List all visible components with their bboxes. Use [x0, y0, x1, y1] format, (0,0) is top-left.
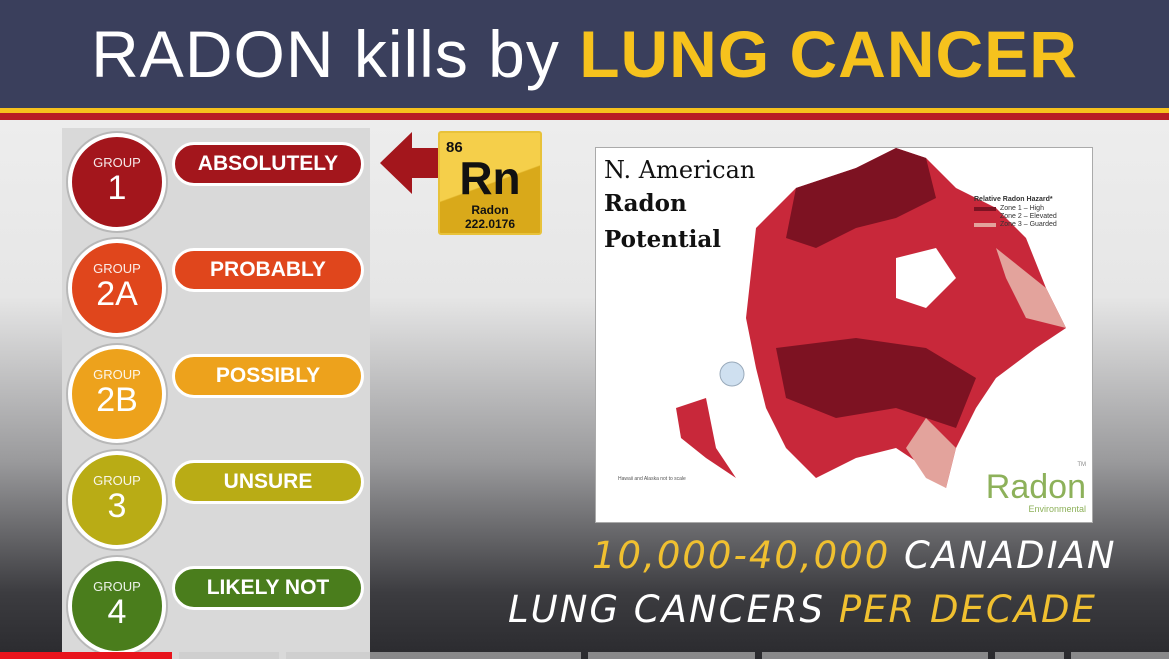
legend-label: Zone 2 – Elevated — [1000, 213, 1057, 220]
arrow-left-icon — [380, 132, 440, 194]
progress-segment[interactable] — [994, 652, 1064, 659]
caption-line2: LUNG CANCERS PER DECADE — [508, 588, 1097, 631]
group-label: GROUP — [93, 367, 141, 382]
map-legend: Relative Radon Hazard* Zone 1 – High Zone… — [974, 196, 1057, 229]
group-label: GROUP — [93, 261, 141, 276]
group-badge: GROUP 3 — [68, 451, 166, 549]
element-symbol: Rn — [459, 152, 521, 204]
iarc-groups-panel: GROUP 1 ABSOLUTELY GROUP 2A PROBABLY GROUP 2B PO… — [62, 128, 370, 659]
logo-tm: TM — [1077, 462, 1086, 468]
caption-range: 10,000-40,000 — [592, 534, 891, 577]
group-label: GROUP — [93, 155, 141, 170]
radon-element-tile: 86 Rn Radon 222.0176 — [438, 131, 542, 235]
legend-label: Zone 1 – High — [1000, 205, 1044, 212]
group-label: GROUP — [93, 473, 141, 488]
legend-item: Zone 3 – Guarded — [974, 221, 1057, 228]
caption-lung-cancers: LUNG CANCERS — [508, 588, 826, 631]
map-title-line2: Radon — [604, 190, 687, 217]
progress-segment[interactable] — [587, 652, 755, 659]
group-badge: GROUP 2B — [68, 345, 166, 443]
yellow-divider — [0, 108, 1169, 113]
page-title: RADON kills by LUNG CANCER — [0, 0, 1169, 108]
progress-segment[interactable] — [178, 652, 280, 659]
element-name: Radon — [471, 203, 509, 217]
legend-swatch — [974, 222, 996, 227]
group-category: LIKELY NOT — [172, 566, 364, 610]
group-category: PROBABLY — [172, 248, 364, 292]
north-america-map-image — [676, 148, 1066, 488]
atomic-mass: 222.0176 — [464, 217, 516, 231]
logo-sub: Environmental — [1028, 504, 1086, 514]
caption-per-decade: PER DECADE — [838, 588, 1097, 631]
map-title-line1: N. American — [604, 156, 756, 184]
map-note: Hawaii and Alaska not to scale — [618, 476, 686, 482]
caption-canadian: CANADIAN — [904, 534, 1117, 577]
title-banner: RADON kills by LUNG CANCER — [0, 0, 1169, 108]
title-white: RADON kills by — [91, 17, 560, 91]
group-category: UNSURE — [172, 460, 364, 504]
title-highlight: LUNG CANCER — [579, 17, 1078, 91]
logo-main: Radon — [985, 468, 1086, 506]
legend-label: Zone 3 – Guarded — [1000, 221, 1057, 228]
progress-segment[interactable] — [0, 652, 172, 659]
radon-environmental-logo: TM Radon Environmental — [985, 462, 1086, 514]
legend-swatch — [974, 214, 996, 219]
group-badge: GROUP 4 — [68, 557, 166, 655]
group-label: GROUP — [93, 579, 141, 594]
group-number: 3 — [107, 487, 127, 525]
red-divider — [0, 113, 1169, 120]
radon-map: N. American Radon Potential Relative Rad… — [595, 147, 1093, 523]
map-title-line3: Potential — [604, 226, 721, 253]
atomic-number: 86 — [446, 139, 463, 156]
group-number: 2B — [96, 381, 138, 419]
legend-swatch — [974, 206, 996, 211]
group-category: ABSOLUTELY — [172, 142, 364, 186]
group-badge: GROUP 1 — [68, 133, 166, 231]
progress-segment[interactable] — [286, 652, 581, 659]
legend-item: Zone 1 – High — [974, 205, 1057, 212]
group-number: 4 — [107, 593, 127, 631]
video-progress-bar[interactable] — [0, 652, 1169, 659]
group-category: POSSIBLY — [172, 354, 364, 398]
group-badge: GROUP 2A — [68, 239, 166, 337]
progress-segment[interactable] — [761, 652, 988, 659]
group-number: 1 — [107, 169, 127, 207]
progress-segment[interactable] — [1070, 652, 1169, 659]
group-number: 2A — [96, 275, 138, 313]
legend-title: Relative Radon Hazard* — [974, 196, 1053, 203]
legend-item: Zone 2 – Elevated — [974, 213, 1057, 220]
caption-line1: 10,000-40,000 CANADIAN — [592, 534, 1117, 577]
